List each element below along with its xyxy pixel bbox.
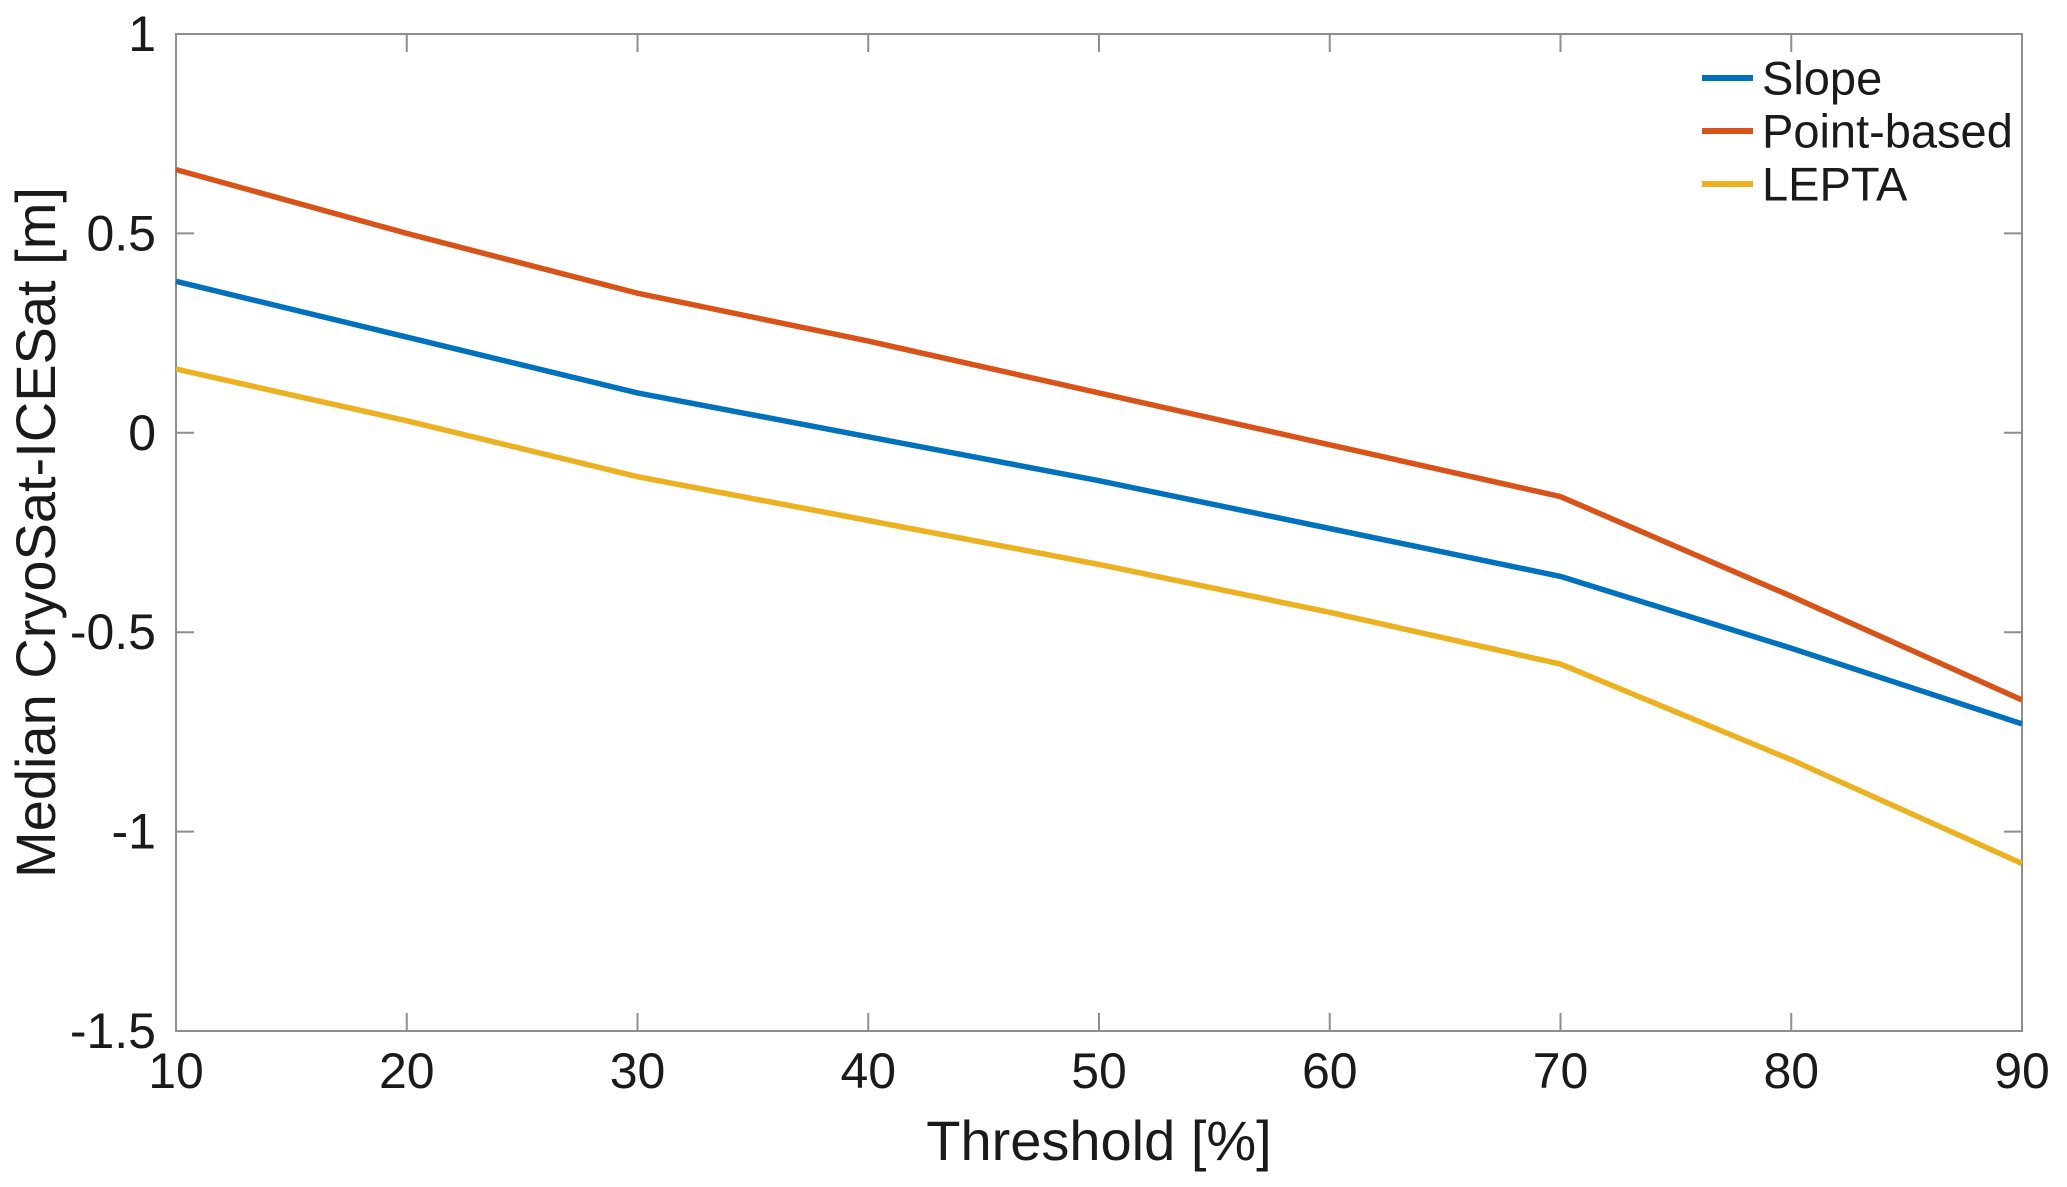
series-line-lepta <box>175 366 2024 867</box>
legend-label: Point-based <box>1762 105 2013 158</box>
legend-item-slope: Slope <box>1702 52 1882 105</box>
x-tick-label: 10 <box>148 1043 204 1099</box>
x-axis-label: Threshold [%] <box>926 1109 1272 1172</box>
x-tick-label: 80 <box>1763 1043 1819 1099</box>
y-axis-label: Median CryoSat-ICESat [m] <box>4 187 67 878</box>
axis-ticks <box>175 33 2023 1032</box>
legend-item-lepta: LEPTA <box>1702 158 1908 211</box>
x-tick-label: 90 <box>1994 1043 2050 1099</box>
y-tick-label: 0.5 <box>86 205 156 261</box>
y-tick-label: -0.5 <box>70 604 156 660</box>
y-tick-label: -1 <box>112 804 156 860</box>
series-lines <box>175 166 2024 867</box>
x-tick-label: 30 <box>610 1043 666 1099</box>
x-tick-label: 60 <box>1302 1043 1358 1099</box>
x-tick-label: 40 <box>840 1043 896 1099</box>
x-tick-label: 20 <box>379 1043 435 1099</box>
series-line-slope <box>175 278 2023 727</box>
y-tick-label: 1 <box>128 6 156 62</box>
y-tick-label: -1.5 <box>70 1003 156 1059</box>
y-tick-label: 0 <box>128 405 156 461</box>
legend-label: Slope <box>1762 52 1882 105</box>
legend-label: LEPTA <box>1762 158 1908 211</box>
x-tick-label: 70 <box>1533 1043 1589 1099</box>
series-line-point-based <box>175 166 2024 703</box>
tick-labels: 10 20 30 40 50 60 70 80 90 -1.5 -1 -0.5 0 0.5 1 <box>70 6 2050 1099</box>
x-tick-label: 50 <box>1071 1043 1127 1099</box>
legend-item-point-based: Point-based <box>1702 105 2013 158</box>
